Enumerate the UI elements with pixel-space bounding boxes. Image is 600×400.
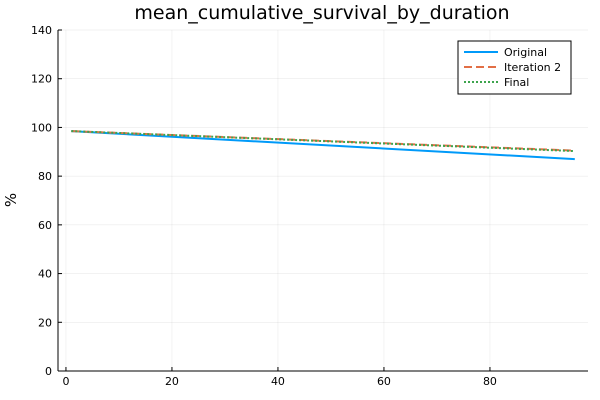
legend: Original Iteration 2 Final	[457, 40, 572, 95]
x-tick-label: 40	[271, 375, 285, 388]
y-tick-label: 140	[31, 24, 52, 37]
y-tick-label: 60	[38, 219, 52, 232]
axes	[57, 29, 588, 372]
y-tick-label: 40	[38, 268, 52, 281]
x-tick-label: 0	[62, 375, 69, 388]
series-line-original	[71, 130, 575, 161]
y-tick-label: 20	[38, 316, 52, 329]
legend-entry: Final	[504, 76, 529, 89]
y-tick-label: 0	[45, 365, 52, 378]
legend-entry: Original	[504, 46, 547, 59]
y-axis-label: %	[2, 193, 20, 207]
x-tick-label: 20	[165, 375, 179, 388]
tick-labels: 0 20 40 60 80 0 20 40 60 80 100 120 140	[31, 24, 497, 388]
y-tick-label: 100	[31, 121, 52, 134]
y-tick-label: 80	[38, 170, 52, 183]
legend-entry: Iteration 2	[504, 61, 561, 74]
chart-title: mean_cumulative_survival_by_duration	[134, 2, 509, 24]
x-tick-label: 80	[483, 375, 497, 388]
series-layer	[71, 130, 575, 161]
x-tick-label: 60	[377, 375, 391, 388]
y-tick-label: 120	[31, 73, 52, 86]
